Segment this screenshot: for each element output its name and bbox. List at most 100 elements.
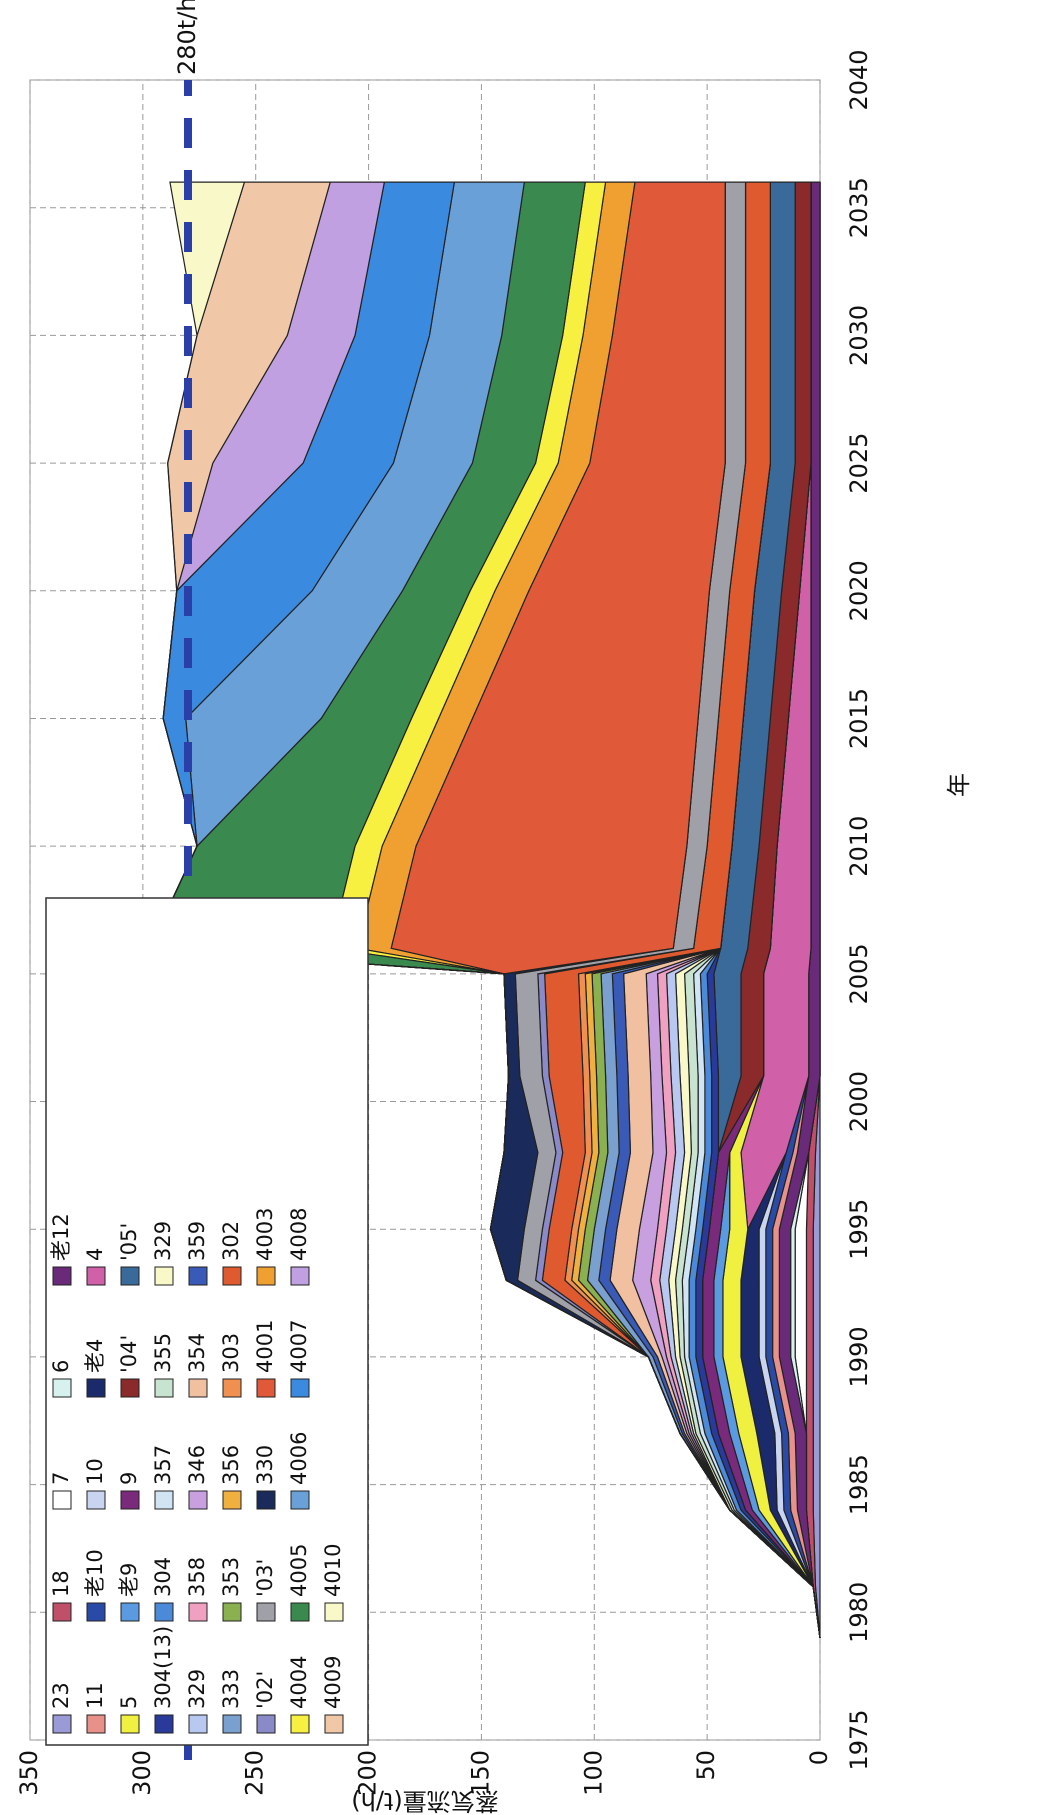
- legend-label: 老9: [117, 1563, 141, 1597]
- legend-swatch: [290, 1266, 310, 1286]
- y-tick-label: 100: [579, 1750, 607, 1796]
- legend-label: 304: [151, 1557, 175, 1597]
- legend-label: '02': [253, 1671, 277, 1709]
- legend-label: 4005: [287, 1544, 311, 1597]
- legend-swatch: [86, 1490, 106, 1510]
- legend-label: 357: [151, 1445, 175, 1485]
- legend-label: 303: [219, 1333, 243, 1373]
- legend-swatch: [120, 1378, 140, 1398]
- legend-swatch: [256, 1714, 276, 1734]
- legend-label: 23: [49, 1682, 73, 1709]
- legend-swatch: [52, 1490, 72, 1510]
- area: [148, 181, 821, 1638]
- legend-swatch: [120, 1490, 140, 1510]
- legend-label: 7: [49, 1472, 73, 1485]
- legend-label: 353: [219, 1557, 243, 1597]
- legend-swatch: [154, 1714, 174, 1734]
- x-tick-label: 2035: [845, 177, 873, 238]
- legend-label: 9: [117, 1472, 141, 1485]
- legend-swatch: [290, 1714, 310, 1734]
- legend-swatch: [256, 1602, 276, 1622]
- legend-swatch: [324, 1714, 344, 1734]
- x-tick-label: 2010: [845, 816, 873, 877]
- legend-label: 359: [185, 1221, 209, 1261]
- legend-swatch: [52, 1602, 72, 1622]
- legend-swatch: [222, 1602, 242, 1622]
- legend-swatch: [154, 1378, 174, 1398]
- legend-label: 4: [83, 1248, 107, 1261]
- legend-swatch: [52, 1378, 72, 1398]
- legend-label: '04': [117, 1335, 141, 1373]
- y-tick-label: 150: [466, 1750, 494, 1796]
- y-tick-label: 200: [354, 1750, 382, 1796]
- legend-label: 4003: [253, 1208, 277, 1261]
- legend-label: 4004: [287, 1656, 311, 1709]
- x-axis-title: 年: [945, 773, 973, 797]
- legend-label: 356: [219, 1445, 243, 1485]
- legend-label: 4001: [253, 1320, 277, 1373]
- rotated-chart: 年 蒸気流量(t/h) 1975198019851990199520002005…: [15, 0, 973, 1815]
- legend-swatch: [120, 1602, 140, 1622]
- x-tick-label: 1985: [845, 1454, 873, 1515]
- y-tick-label: 350: [15, 1750, 43, 1796]
- legend-label: 354: [185, 1333, 209, 1373]
- legend-label: 18: [49, 1570, 73, 1597]
- legend-label: 304(13): [151, 1626, 175, 1709]
- legend-label: 330: [253, 1445, 277, 1485]
- legend-label: 5: [117, 1696, 141, 1709]
- legend-label: 老10: [83, 1549, 107, 1597]
- legend-label: 老4: [83, 1339, 107, 1373]
- legend-label: 302: [219, 1221, 243, 1261]
- x-tick-label: 2000: [845, 1071, 873, 1132]
- x-tick-label: 1995: [845, 1199, 873, 1260]
- legend-box: [45, 897, 369, 1746]
- legend-swatch: [222, 1378, 242, 1398]
- x-tick-label: 1990: [845, 1326, 873, 1387]
- x-tick-label: 2020: [845, 560, 873, 621]
- legend-label: 4007: [287, 1320, 311, 1373]
- legend-swatch: [290, 1602, 310, 1622]
- legend-label: 333: [219, 1669, 243, 1709]
- reference-label: 280t/h: [173, 0, 201, 75]
- y-axis-title: 蒸気流量(t/h): [351, 1787, 498, 1815]
- legend-label: 4006: [287, 1432, 311, 1485]
- legend-swatch: [222, 1714, 242, 1734]
- legend-swatch: [120, 1266, 140, 1286]
- x-tick-label: 2025: [845, 433, 873, 494]
- legend-label: 329: [185, 1669, 209, 1709]
- legend-swatch: [86, 1378, 106, 1398]
- legend-label: '03': [253, 1559, 277, 1597]
- legend-swatch: [188, 1490, 208, 1510]
- legend-swatch: [222, 1266, 242, 1286]
- legend-label: 10: [83, 1458, 107, 1485]
- legend-label: 4008: [287, 1208, 311, 1261]
- x-tick-label: 2005: [845, 943, 873, 1004]
- y-tick-label: 250: [241, 1750, 269, 1796]
- legend-label: 11: [83, 1682, 107, 1709]
- x-tick-label: 1980: [845, 1582, 873, 1643]
- x-tick-label: 2015: [845, 688, 873, 749]
- legend-swatch: [86, 1714, 106, 1734]
- legend-swatch: [188, 1602, 208, 1622]
- legend-label: 老12: [49, 1213, 73, 1261]
- legend-swatch: [290, 1490, 310, 1510]
- legend-label: 329: [151, 1221, 175, 1261]
- legend-label: 4009: [321, 1656, 345, 1709]
- legend-swatch: [188, 1378, 208, 1398]
- legend-swatch: [188, 1266, 208, 1286]
- y-tick-label: 300: [128, 1750, 156, 1796]
- legend-swatch: [86, 1602, 106, 1622]
- legend-label: 358: [185, 1557, 209, 1597]
- legend-swatch: [188, 1714, 208, 1734]
- x-tick-label: 2030: [845, 305, 873, 366]
- legend-swatch: [86, 1266, 106, 1286]
- legend-swatch: [290, 1378, 310, 1398]
- legend-swatch: [120, 1714, 140, 1734]
- legend-label: 4010: [321, 1544, 345, 1597]
- legend-swatch: [256, 1266, 276, 1286]
- legend-label: 346: [185, 1445, 209, 1485]
- legend-swatch: [324, 1602, 344, 1622]
- legend-swatch: [52, 1266, 72, 1286]
